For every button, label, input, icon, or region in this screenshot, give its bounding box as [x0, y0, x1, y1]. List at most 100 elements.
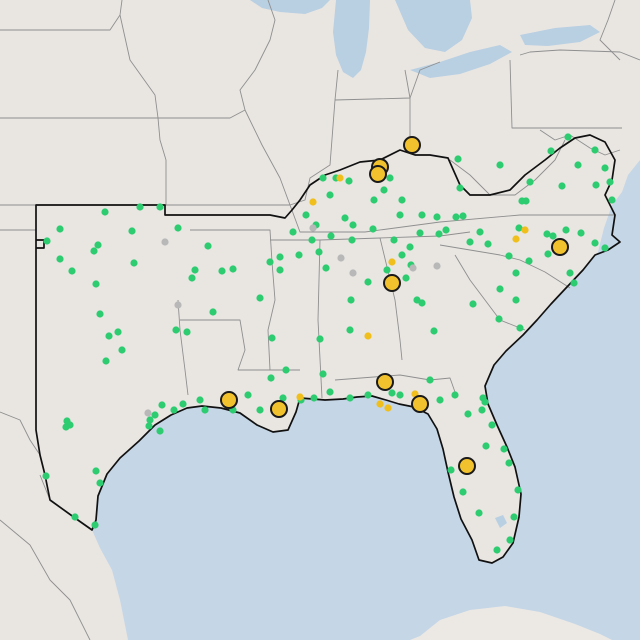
green-marker[interactable]	[229, 265, 237, 273]
green-marker[interactable]	[608, 196, 616, 204]
green-marker[interactable]	[90, 247, 98, 255]
green-marker[interactable]	[130, 259, 138, 267]
green-marker[interactable]	[348, 236, 356, 244]
green-marker[interactable]	[179, 400, 187, 408]
green-marker[interactable]	[96, 310, 104, 318]
green-marker[interactable]	[364, 391, 372, 399]
green-marker[interactable]	[370, 196, 378, 204]
green-marker[interactable]	[196, 396, 204, 404]
green-marker[interactable]	[319, 370, 327, 378]
green-marker[interactable]	[327, 232, 335, 240]
green-marker[interactable]	[145, 422, 153, 430]
green-marker[interactable]	[114, 328, 122, 336]
green-marker[interactable]	[56, 255, 64, 263]
green-marker[interactable]	[435, 230, 443, 238]
green-marker[interactable]	[315, 248, 323, 256]
green-marker[interactable]	[549, 232, 557, 240]
green-marker[interactable]	[418, 299, 426, 307]
small-yellow-marker[interactable]	[384, 404, 392, 412]
green-marker[interactable]	[383, 266, 391, 274]
small-yellow-marker[interactable]	[296, 393, 304, 401]
small-yellow-marker[interactable]	[512, 235, 520, 243]
green-marker[interactable]	[43, 237, 51, 245]
green-marker[interactable]	[170, 406, 178, 414]
gray-marker[interactable]	[144, 409, 152, 417]
green-marker[interactable]	[156, 427, 164, 435]
green-marker[interactable]	[322, 264, 330, 272]
green-marker[interactable]	[345, 177, 353, 185]
green-marker[interactable]	[574, 161, 582, 169]
green-marker[interactable]	[406, 243, 414, 251]
green-marker[interactable]	[101, 208, 109, 216]
green-marker[interactable]	[289, 228, 297, 236]
green-marker[interactable]	[183, 328, 191, 336]
green-marker[interactable]	[510, 513, 518, 521]
green-marker[interactable]	[430, 327, 438, 335]
green-marker[interactable]	[547, 147, 555, 155]
green-marker[interactable]	[204, 242, 212, 250]
green-marker[interactable]	[91, 521, 99, 529]
green-marker[interactable]	[525, 257, 533, 265]
green-marker[interactable]	[512, 296, 520, 304]
green-marker[interactable]	[512, 269, 520, 277]
major-marker[interactable]	[270, 400, 288, 418]
green-marker[interactable]	[469, 300, 477, 308]
green-marker[interactable]	[454, 155, 462, 163]
major-marker[interactable]	[376, 373, 394, 391]
gray-marker[interactable]	[337, 254, 345, 262]
green-marker[interactable]	[146, 416, 154, 424]
green-marker[interactable]	[276, 266, 284, 274]
green-marker[interactable]	[380, 186, 388, 194]
small-yellow-marker[interactable]	[388, 258, 396, 266]
green-marker[interactable]	[388, 389, 396, 397]
green-marker[interactable]	[418, 211, 426, 219]
green-marker[interactable]	[136, 203, 144, 211]
green-marker[interactable]	[476, 228, 484, 236]
green-marker[interactable]	[396, 391, 404, 399]
green-marker[interactable]	[500, 445, 508, 453]
green-marker[interactable]	[96, 479, 104, 487]
major-marker[interactable]	[551, 238, 569, 256]
green-marker[interactable]	[346, 326, 354, 334]
green-marker[interactable]	[544, 250, 552, 258]
green-marker[interactable]	[482, 442, 490, 450]
green-marker[interactable]	[295, 251, 303, 259]
green-marker[interactable]	[319, 174, 327, 182]
green-marker[interactable]	[209, 308, 217, 316]
green-marker[interactable]	[267, 374, 275, 382]
gray-marker[interactable]	[349, 269, 357, 277]
green-marker[interactable]	[326, 388, 334, 396]
green-marker[interactable]	[558, 182, 566, 190]
green-marker[interactable]	[92, 280, 100, 288]
small-yellow-marker[interactable]	[521, 226, 529, 234]
green-marker[interactable]	[172, 326, 180, 334]
green-marker[interactable]	[447, 466, 455, 474]
green-marker[interactable]	[543, 230, 551, 238]
green-marker[interactable]	[218, 267, 226, 275]
gray-marker[interactable]	[409, 264, 417, 272]
green-marker[interactable]	[526, 178, 534, 186]
green-marker[interactable]	[316, 335, 324, 343]
green-marker[interactable]	[416, 229, 424, 237]
green-marker[interactable]	[398, 251, 406, 259]
green-marker[interactable]	[62, 423, 70, 431]
green-marker[interactable]	[564, 133, 572, 141]
gray-marker[interactable]	[161, 238, 169, 246]
green-marker[interactable]	[459, 212, 467, 220]
green-marker[interactable]	[63, 417, 71, 425]
green-marker[interactable]	[506, 536, 514, 544]
green-marker[interactable]	[128, 227, 136, 235]
small-yellow-marker[interactable]	[309, 198, 317, 206]
green-marker[interactable]	[496, 285, 504, 293]
green-marker[interactable]	[475, 509, 483, 517]
green-marker[interactable]	[591, 146, 599, 154]
green-marker[interactable]	[505, 252, 513, 260]
green-marker[interactable]	[495, 315, 503, 323]
gray-marker[interactable]	[309, 224, 317, 232]
green-marker[interactable]	[496, 161, 504, 169]
green-marker[interactable]	[451, 391, 459, 399]
small-yellow-marker[interactable]	[376, 400, 384, 408]
green-marker[interactable]	[156, 203, 164, 211]
